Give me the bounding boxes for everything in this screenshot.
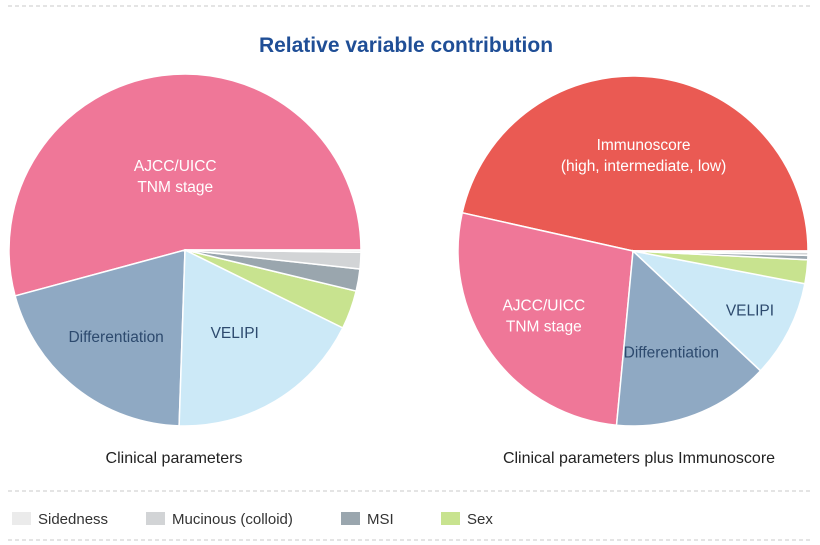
pie-slice-ajcc-uicc-tnm-stage	[8, 73, 362, 297]
slice-label-velipi: VELIPI	[726, 303, 774, 320]
legend-label-sex: Sex	[467, 511, 493, 528]
slice-label-velipi: VELIPI	[211, 325, 259, 342]
slice-label-differentiation: Differentiation	[68, 329, 163, 346]
pie-slice-ajcc-uicc-tnm-stage	[457, 211, 634, 427]
slice-label-differentiation: Differentiation	[624, 344, 719, 361]
pie-clinical-parameters: AJCC/UICC TNM stage Differentiation VELIPI	[8, 73, 362, 427]
slice-label-ajcc-uicc-tnm-stage: AJCC/UICC TNM stage	[134, 158, 217, 196]
chart-title: Relative variable contribution	[259, 34, 553, 57]
pie-caption-left: Clinical parameters	[106, 450, 243, 467]
legend-label-msi: MSI	[367, 511, 394, 528]
pie-clinical-plus-immunoscore: Immunoscore (high, intermediate, low) AJCC…	[457, 75, 809, 427]
pie-slice-differentiation	[615, 249, 762, 427]
legend-swatch-mucinous-colloid	[146, 512, 165, 525]
pie-slice-velipi	[630, 249, 806, 372]
pie-slice-sidedness	[632, 250, 809, 253]
pie-slice-immunoscore-high-intermediate-low	[461, 75, 809, 252]
legend-swatch-sidedness	[12, 512, 31, 525]
legend-label-sidedness: Sidedness	[38, 511, 108, 528]
pie-slice-sidedness	[184, 249, 362, 254]
legend: Sidedness Mucinous (colloid) MSI Sex	[12, 511, 493, 528]
slice-label-ajcc-uicc-tnm-stage: AJCC/UICC TNM stage	[502, 297, 585, 335]
pie-caption-right: Clinical parameters plus Immunoscore	[503, 450, 775, 467]
pie-slice-velipi	[178, 248, 344, 427]
legend-swatch-sex	[441, 512, 460, 525]
pie-slice-differentiation	[14, 249, 186, 427]
slice-label-immunoscore-high-intermediate-low: Immunoscore (high, intermediate, low)	[561, 137, 726, 175]
legend-swatch-msi	[341, 512, 360, 525]
legend-label-mucinous-colloid: Mucinous (colloid)	[172, 511, 293, 528]
